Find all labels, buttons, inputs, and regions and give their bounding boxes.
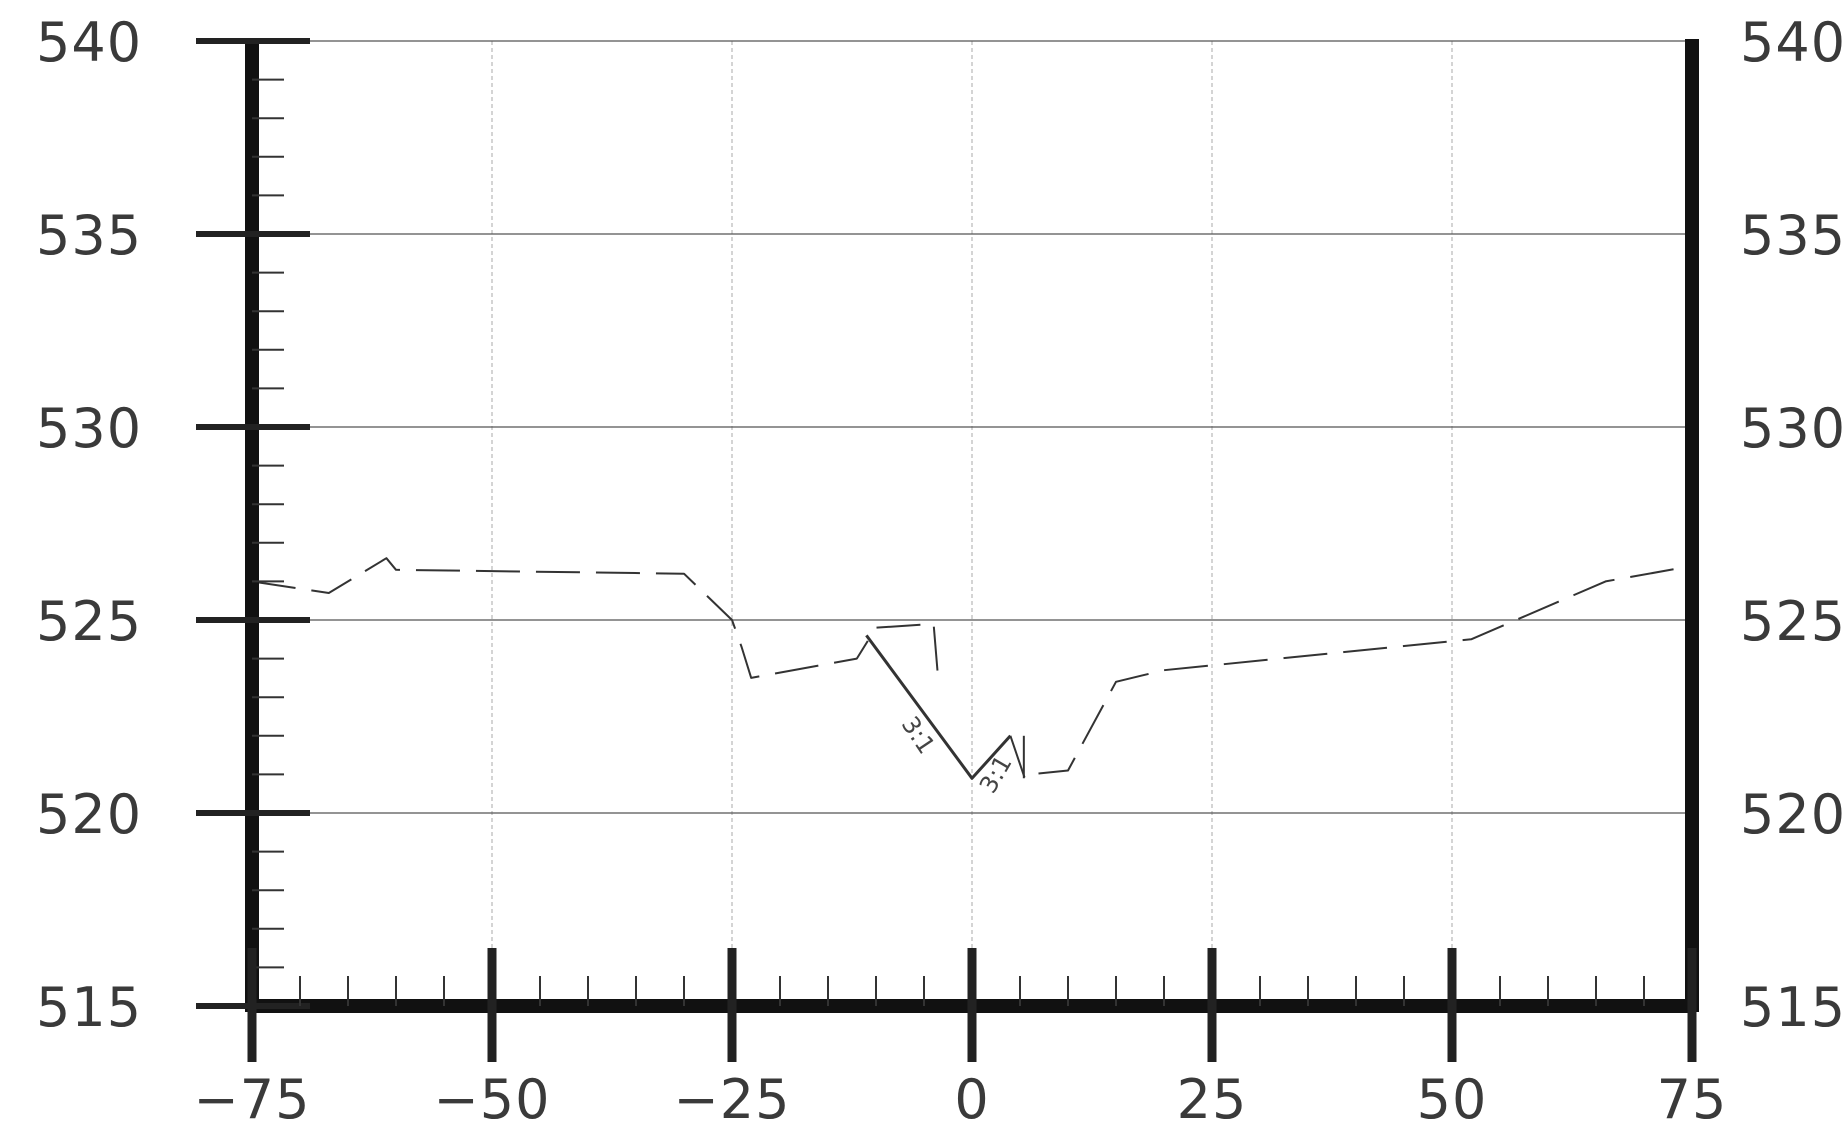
annotations: 3:1 3:1 [896, 711, 1018, 798]
y-tick-label-right: 525 [1740, 590, 1845, 653]
y-tick-label-left: 540 [36, 11, 142, 74]
x-tick-label: 50 [1417, 1068, 1488, 1129]
ground-profile-line [1009, 565, 1693, 780]
x-tick-label: −75 [194, 1068, 311, 1129]
slope-line [865, 634, 1012, 780]
axes [196, 38, 1699, 1062]
y-tick-label-right: 515 [1740, 976, 1845, 1039]
y-tick-label-right: 530 [1740, 397, 1845, 460]
y-tick-label-left: 535 [36, 204, 142, 267]
y-tick-label-left: 525 [36, 590, 142, 653]
tick-labels: 515 515 520 520 525 525 530 530 535 535 540 540 −75 −… [36, 11, 1845, 1131]
x-tick-label: 25 [1177, 1068, 1248, 1129]
x-tick-label: −50 [434, 1068, 551, 1129]
y-tick-label-right: 535 [1740, 204, 1845, 267]
y-tick-label-left: 530 [36, 397, 142, 460]
y-tick-label-right: 540 [1740, 11, 1845, 74]
y-tick-label-left: 520 [36, 783, 142, 846]
series-lines [251, 557, 1693, 780]
x-tick-label: 0 [954, 1068, 989, 1129]
x-tick-label: 75 [1657, 1068, 1728, 1129]
slope-ratio-label: 3:1 [896, 711, 941, 759]
y-tick-label-right: 520 [1740, 783, 1845, 846]
ground-profile-line [251, 557, 940, 682]
grid-lines [252, 40, 1692, 1006]
x-tick-label: −25 [674, 1068, 791, 1129]
slope-ratio-label: 3:1 [974, 751, 1018, 798]
y-tick-label-left: 515 [36, 976, 142, 1039]
